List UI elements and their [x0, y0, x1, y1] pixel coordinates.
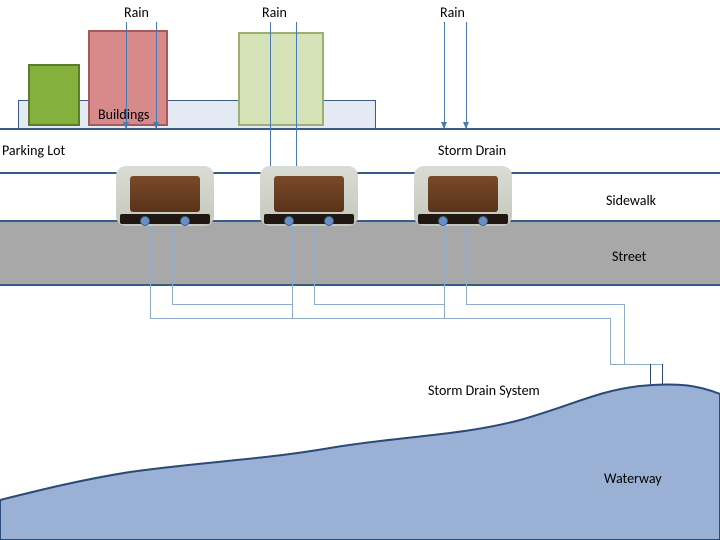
pipe [292, 226, 293, 318]
storm-drain-grate [260, 166, 358, 226]
building-olive [238, 32, 324, 126]
pipe [444, 226, 445, 318]
pipe [150, 226, 151, 318]
parking-lot-label: Parking Lot [2, 142, 65, 159]
street-label: Street [612, 248, 646, 265]
pipe [314, 226, 315, 304]
rain-arrow [156, 22, 157, 128]
rain-arrow [296, 22, 297, 174]
pipe [466, 304, 624, 305]
pipe [172, 226, 173, 304]
pipe [314, 304, 444, 305]
buildings-label: Buildings [98, 106, 149, 123]
rain-label-3: Rain [440, 4, 465, 21]
parking-lot-band [0, 128, 720, 174]
building-green [28, 64, 80, 126]
storm-drain-grate [116, 166, 214, 226]
pipe [610, 318, 611, 364]
pipe [624, 364, 662, 365]
storm-drain-label: Storm Drain [438, 142, 506, 159]
pipe [172, 304, 292, 305]
waterway-shape [0, 380, 720, 540]
rain-label-1: Rain [124, 4, 149, 21]
pipe [150, 318, 298, 319]
rain-arrow [466, 22, 467, 128]
pipe [466, 226, 467, 304]
storm-drain-grate [414, 166, 512, 226]
pipe [624, 304, 625, 364]
waterway-label: Waterway [604, 470, 662, 487]
rain-label-2: Rain [262, 4, 287, 21]
sidewalk-label: Sidewalk [606, 192, 656, 209]
rain-arrow [444, 22, 445, 128]
rain-arrow [270, 22, 271, 174]
pipe [292, 318, 452, 319]
pipe [444, 318, 610, 319]
